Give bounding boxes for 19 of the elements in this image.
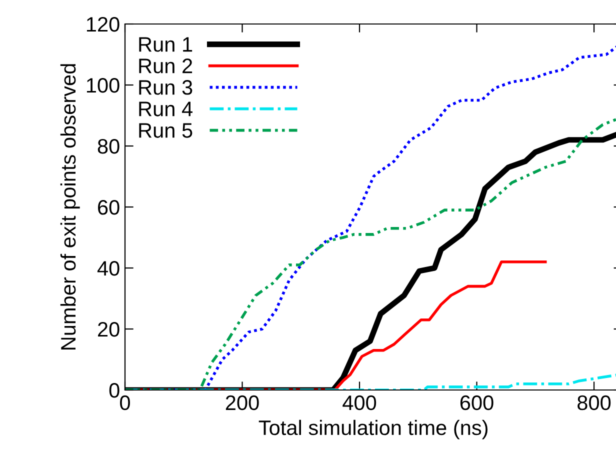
x-tick-label: 800 — [578, 395, 611, 410]
legend-label: Run 3 — [139, 80, 192, 95]
y-tick-label: 60 — [98, 200, 120, 215]
y-tick-label: 120 — [86, 17, 120, 32]
y-tick-label: 100 — [86, 78, 120, 93]
legend-label: Run 4 — [139, 102, 192, 116]
x-tick-label: 0 — [120, 395, 130, 410]
x-axis-title: Total simulation time (ns) — [258, 420, 488, 440]
legend-label: Run 2 — [139, 58, 192, 74]
y-tick-label: 40 — [97, 261, 120, 276]
y-tick-label: 80 — [98, 139, 120, 154]
legend-label: Run 5 — [139, 123, 192, 138]
y-tick-label: 0 — [109, 383, 120, 398]
x-tick-label: 200 — [226, 395, 259, 410]
x-tick-label: 600 — [460, 395, 494, 410]
x-tick-label: 400 — [342, 395, 376, 410]
y-axis-title: Number of exit points observed — [60, 64, 80, 350]
y-tick-label: 20 — [98, 322, 120, 337]
legend-label: Run 1 — [139, 37, 192, 52]
